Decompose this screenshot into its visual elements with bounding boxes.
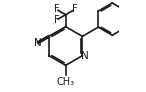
- Text: N: N: [34, 38, 42, 48]
- Text: N: N: [81, 51, 88, 61]
- Text: F: F: [54, 15, 59, 25]
- Text: F: F: [54, 4, 60, 14]
- Text: CH₃: CH₃: [57, 77, 75, 87]
- Text: F: F: [72, 4, 77, 14]
